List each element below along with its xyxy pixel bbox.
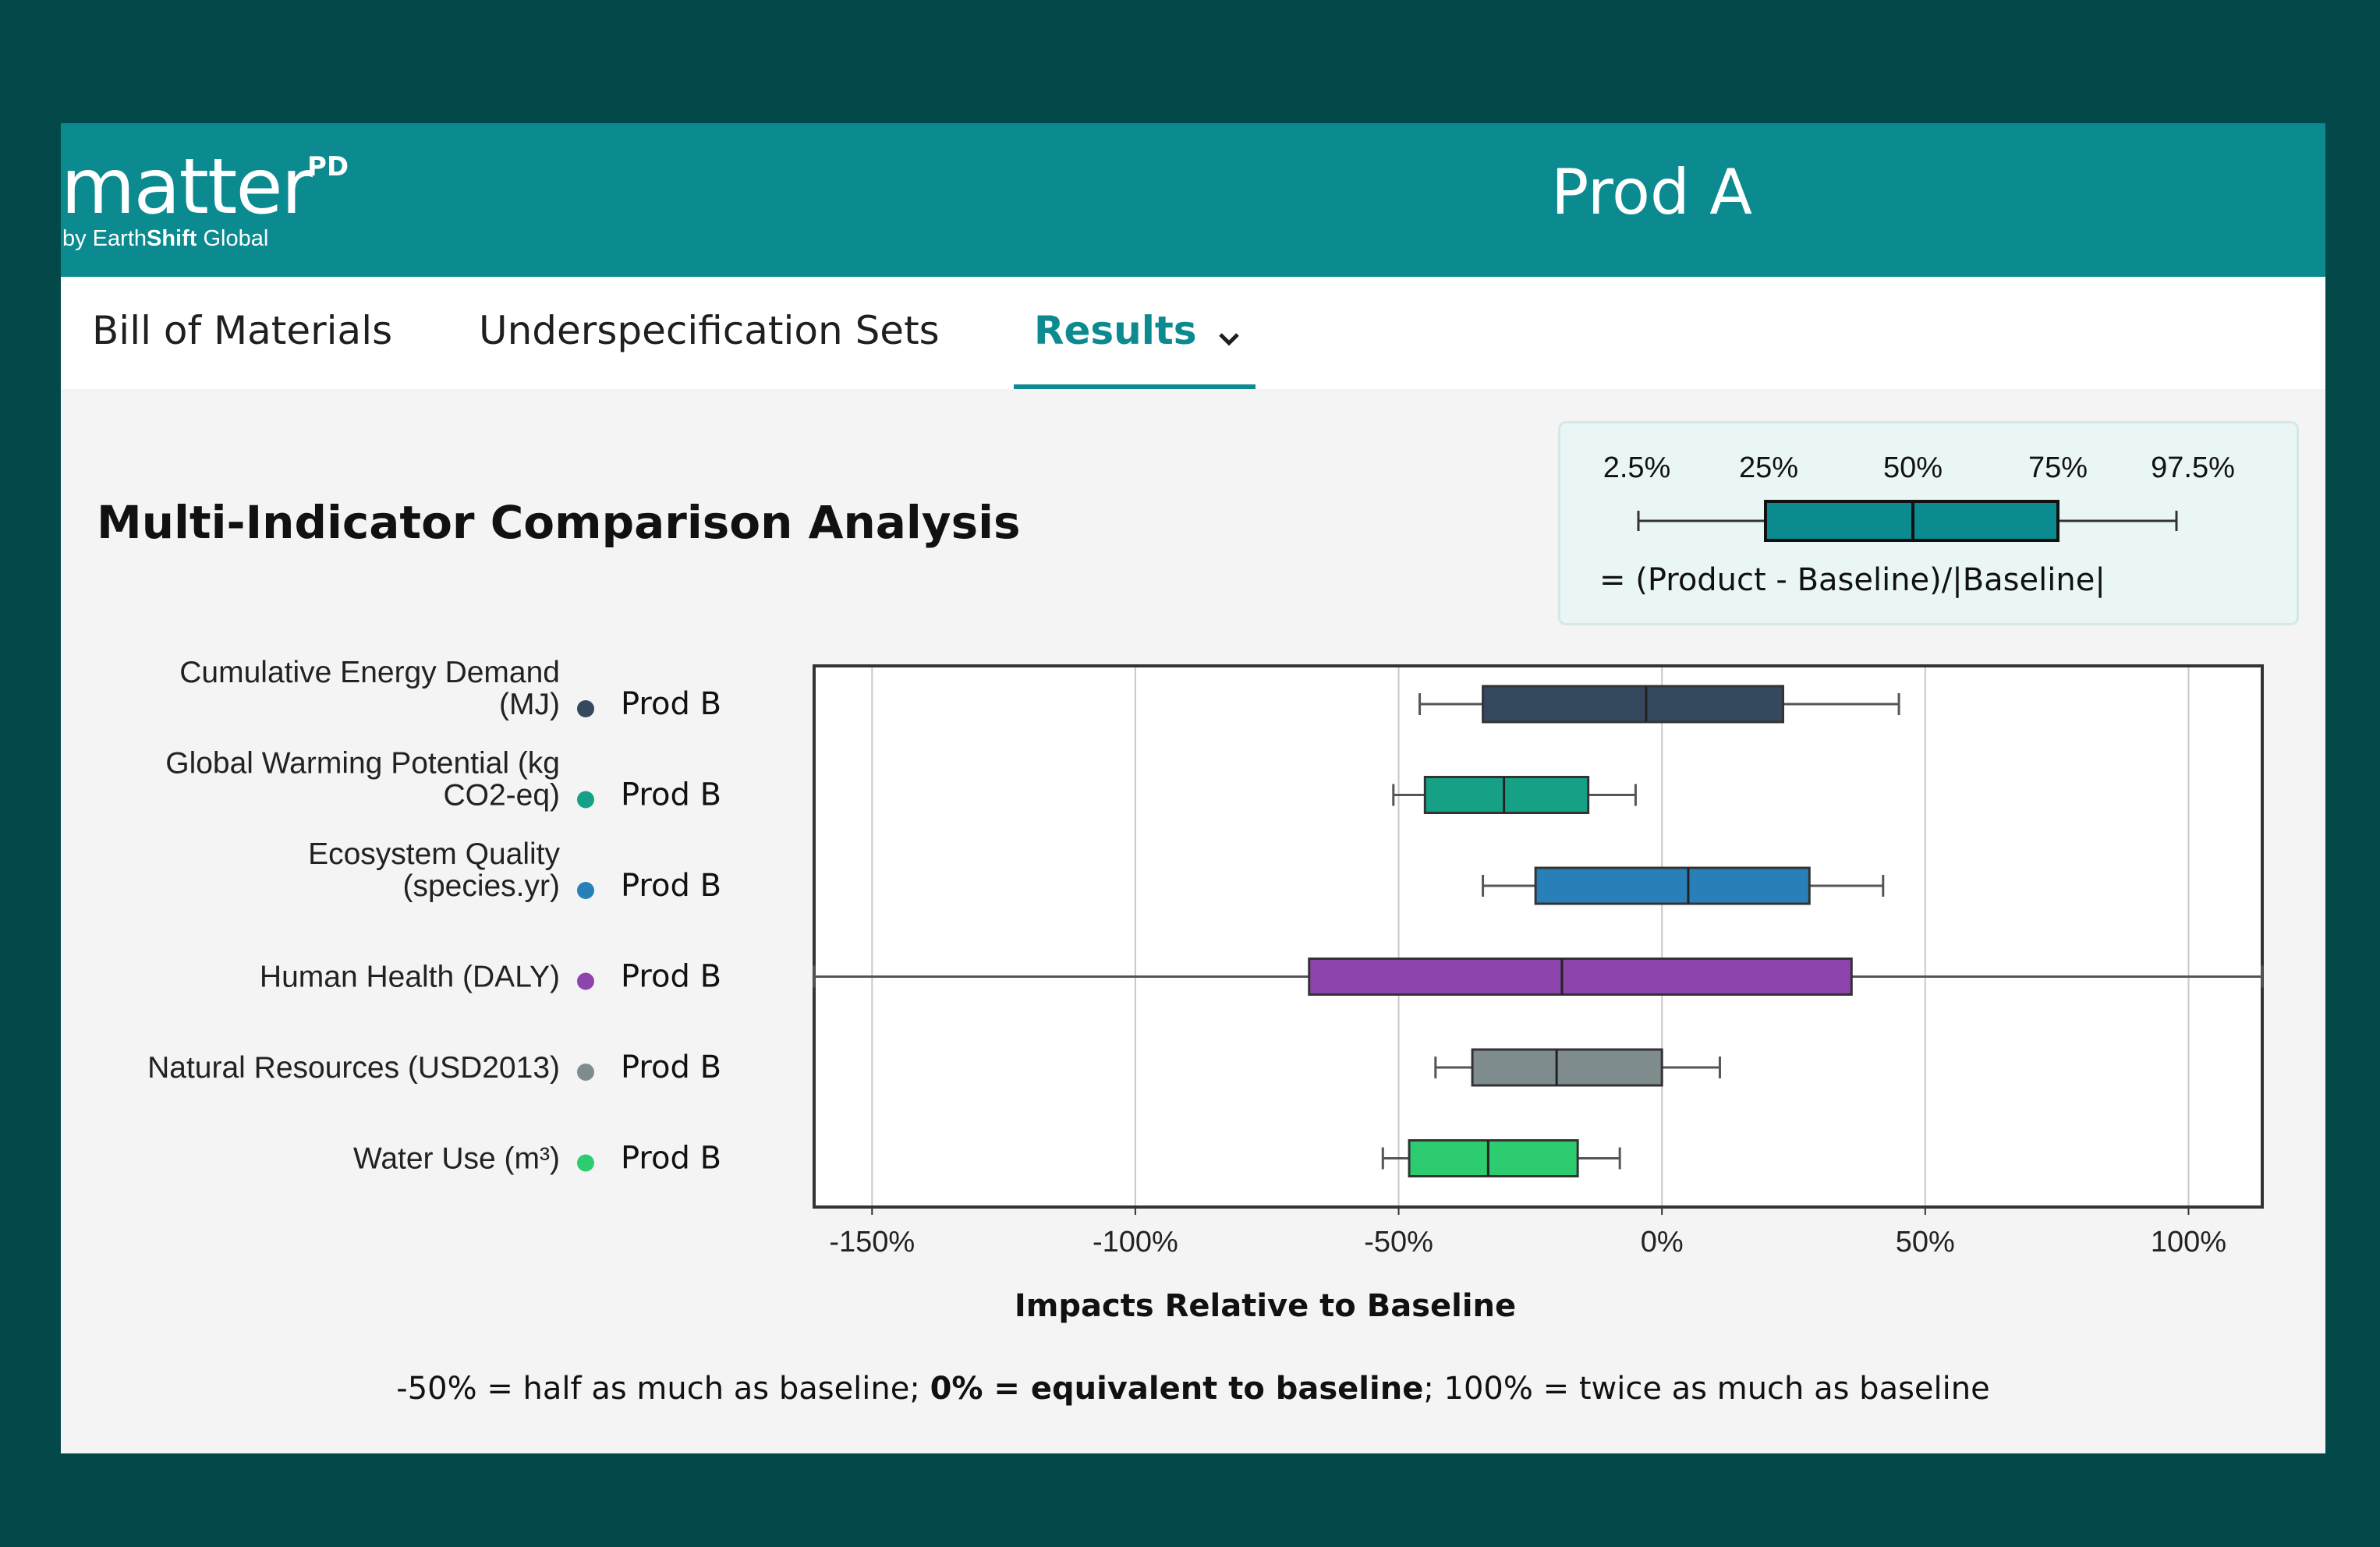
indicator-label: (MJ) [499, 688, 560, 721]
legend-pct-50: 50% [1882, 451, 1943, 484]
nav-tabs: Bill of Materials Underspecification Set… [61, 277, 2325, 389]
tab-results-label: Results [1034, 308, 1197, 353]
box-iqr [1534, 866, 1811, 905]
indicator-label: Water Use (m³) [353, 1142, 560, 1176]
page-title: Multi-Indicator Comparison Analysis [97, 496, 1021, 549]
plot-area [814, 666, 2262, 1207]
box-iqr [1308, 958, 1853, 996]
footnote: -50% = half as much as baseline; 0% = eq… [61, 1371, 2325, 1407]
tab-underspecification-sets[interactable]: Underspecification Sets [479, 308, 940, 353]
footnote-part2: ; 100% = twice as much as baseline [1423, 1371, 1990, 1407]
matter-logo[interactable]: matter PD by EarthShift Global [61, 143, 349, 251]
legend-pct-97-5: 97.5% [2151, 451, 2235, 484]
indicator-label: Cumulative Energy Demand [179, 656, 560, 689]
tab-results[interactable]: Results [1034, 308, 1241, 356]
box-iqr [1482, 685, 1785, 724]
series-color-dot [577, 1064, 594, 1081]
app-window: matter PD by EarthShift Global Prod A Bi… [61, 123, 2325, 1453]
chevron-down-icon [1217, 311, 1241, 356]
legend-pct-2-5: 2.5% [1603, 451, 1671, 484]
legend-boxplot-graphic [1637, 500, 2178, 542]
legend-formula: = (Product - Baseline)/|Baseline| [1599, 562, 2106, 598]
product-label: Prod B [621, 1050, 721, 1085]
product-label: Prod B [621, 777, 721, 813]
tab-bill-of-materials[interactable]: Bill of Materials [92, 308, 393, 353]
legend-pct-25: 25% [1738, 451, 1799, 484]
footnote-bold: 0% = equivalent to baseline [930, 1371, 1424, 1407]
series-color-dot [577, 791, 594, 809]
series-color-dot [577, 882, 594, 899]
boxplot-chart: -150% -100% -50% 0% 50% 100% Impacts Relative … [147, 656, 2264, 1324]
x-tick-label: 100% [2151, 1226, 2226, 1258]
x-tick-label: -100% [1093, 1226, 1178, 1258]
indicator-label: Global Warming Potential (kg [165, 747, 560, 781]
product-label: Prod B [621, 959, 721, 995]
logo-byline: by EarthShift Global [62, 226, 268, 252]
logo-wordmark: matter [61, 143, 313, 232]
x-tick-label: 0% [1641, 1226, 1684, 1258]
indicator-label: Human Health (DALY) [260, 961, 560, 994]
product-title: Prod A [1551, 156, 1752, 228]
indicator-label: Natural Resources (USD2013) [147, 1051, 560, 1085]
logo-superscript: PD [307, 151, 349, 182]
plot-frame [813, 664, 2264, 1209]
series-color-dot [577, 1154, 594, 1172]
indicator-label: Ecosystem Quality [308, 837, 560, 871]
logo-byline-prefix: by Earth [62, 226, 147, 251]
percentile-legend: 2.5% 25% 50% 75% 97.5% = (Product - Base… [1558, 421, 2299, 625]
logo-byline-bold: Shift [147, 226, 197, 251]
logo-byline-suffix: Global [197, 226, 269, 251]
product-label: Prod B [621, 868, 721, 904]
box-iqr [1471, 1048, 1663, 1087]
box-iqr [1408, 1139, 1579, 1177]
series-color-dot [577, 972, 594, 990]
product-label: Prod B [621, 686, 721, 722]
footnote-part1: -50% = half as much as baseline; [396, 1371, 930, 1407]
app-header: matter PD by EarthShift Global Prod A [61, 123, 2325, 277]
legend-pct-75: 75% [2028, 451, 2088, 484]
x-tick-label: -150% [829, 1226, 915, 1258]
box-iqr [1423, 776, 1590, 814]
active-tab-indicator [1014, 384, 1256, 389]
x-tick-label: 50% [1896, 1226, 1955, 1258]
x-axis-title: Impacts Relative to Baseline [1015, 1288, 1516, 1324]
indicator-label: CO2-eq) [443, 779, 560, 812]
indicator-label: (species.yr) [402, 869, 560, 903]
product-label: Prod B [621, 1141, 721, 1177]
series-color-dot [577, 700, 594, 717]
x-tick-label: -50% [1364, 1226, 1433, 1258]
